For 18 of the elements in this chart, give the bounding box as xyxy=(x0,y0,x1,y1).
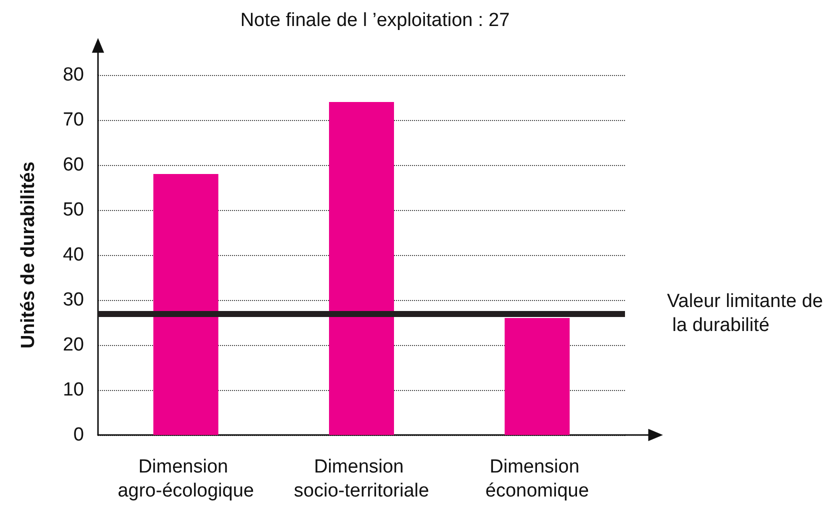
x-tick-label: Dimension socio-territoriale xyxy=(294,456,430,502)
bar xyxy=(329,102,394,435)
y-tick-label: 10 xyxy=(62,380,84,400)
x-tick-label: Dimension économique xyxy=(485,456,589,502)
ref-line-label: Valeur limitante de la durabilité xyxy=(667,291,823,336)
x-tick-label: Dimension agro-écologique xyxy=(118,456,254,502)
bar xyxy=(153,174,218,435)
y-tick-label: 0 xyxy=(73,424,84,446)
y-tick-label: 40 xyxy=(62,244,84,266)
bar xyxy=(504,318,570,435)
y-tick-label: 50 xyxy=(62,200,84,220)
y-tick-label: 60 xyxy=(62,154,84,176)
y-tick-label: 20 xyxy=(62,334,84,356)
y-axis-title: Unités de durabilités xyxy=(18,162,39,348)
y-tick-label: 80 xyxy=(62,64,84,86)
y-tick-label: 70 xyxy=(62,110,84,130)
chart-title: Note finale de l ’exploitation : 27 xyxy=(240,10,510,31)
y-tick-label: 30 xyxy=(62,290,84,310)
